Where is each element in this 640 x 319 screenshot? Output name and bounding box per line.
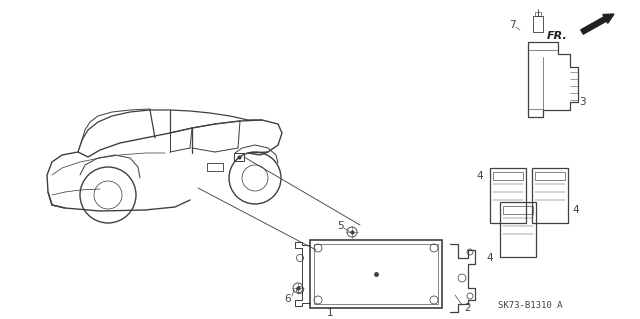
Bar — [310, 240, 442, 308]
Bar — [207, 163, 223, 171]
Text: FR.: FR. — [547, 31, 568, 41]
Bar — [533, 16, 543, 32]
FancyArrow shape — [580, 14, 614, 34]
Bar — [314, 244, 438, 304]
Text: 6: 6 — [285, 294, 291, 304]
Text: 7: 7 — [509, 20, 515, 30]
Text: 4: 4 — [573, 205, 579, 215]
Text: 1: 1 — [326, 308, 333, 318]
Bar — [535, 172, 565, 180]
Bar — [493, 172, 523, 180]
Text: 5: 5 — [337, 221, 343, 231]
Bar — [532, 168, 568, 223]
Bar — [535, 12, 541, 16]
Bar — [500, 202, 536, 257]
Text: 3: 3 — [579, 97, 586, 107]
Text: 2: 2 — [465, 303, 471, 313]
Bar — [234, 153, 244, 161]
Text: SK73-B1310 A: SK73-B1310 A — [498, 300, 563, 309]
Text: 4: 4 — [477, 171, 483, 181]
Bar — [503, 206, 533, 214]
Text: 4: 4 — [486, 253, 493, 263]
Bar — [490, 168, 526, 223]
